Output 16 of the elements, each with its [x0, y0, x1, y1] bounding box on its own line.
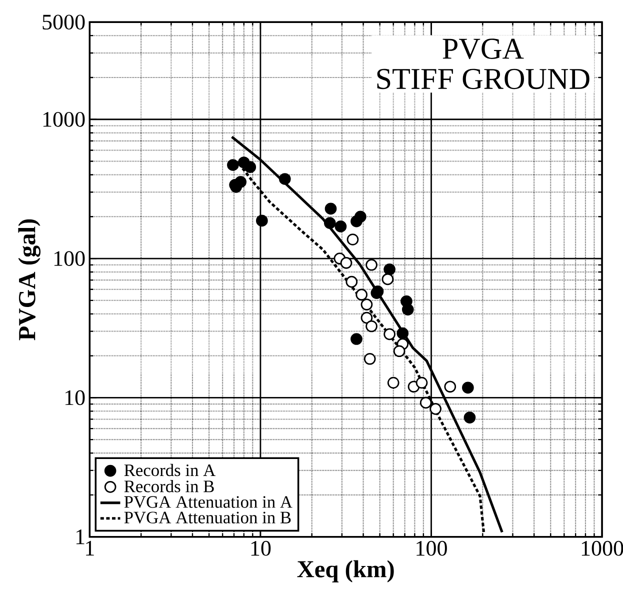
x-tick-label: 10 — [251, 540, 271, 556]
x-tick-label: 100 — [416, 540, 447, 556]
x-axis-title: Xeq (km) — [297, 560, 394, 582]
y-tick-label: 10 — [65, 390, 85, 405]
chart-title: PVGA — [442, 38, 524, 59]
y-tick-label: 1 — [76, 529, 84, 544]
y-tick-label: 1000 — [43, 112, 85, 127]
legend-label: Records in B — [124, 480, 214, 492]
y-tick-label: 100 — [54, 250, 85, 266]
x-tick-label: 1000 — [582, 540, 623, 556]
y-tick-label: 5000 — [42, 14, 85, 30]
legend-label: PVGA Attenuation in B — [124, 512, 291, 524]
text: STIFF GROUND — [377, 68, 590, 89]
legend-label: Records in A — [124, 464, 216, 476]
legend-label: PVGA Attenuation in A — [124, 496, 292, 508]
y-axis-title: PVGA (gal) — [18, 219, 40, 340]
